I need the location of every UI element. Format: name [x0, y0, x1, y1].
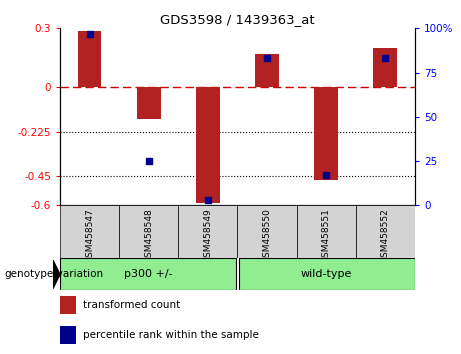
Text: wild-type: wild-type	[301, 269, 352, 279]
Text: genotype/variation: genotype/variation	[5, 269, 104, 279]
Bar	[237, 205, 296, 258]
Point	[204, 197, 212, 203]
Bar	[196, 87, 219, 203]
Bar	[60, 258, 236, 290]
Text: GSM458552: GSM458552	[381, 208, 390, 263]
Bar	[373, 48, 397, 87]
Text: percentile rank within the sample: percentile rank within the sample	[83, 330, 259, 341]
Point	[382, 56, 389, 61]
Text: GSM458548: GSM458548	[144, 208, 153, 263]
Bar	[119, 205, 178, 258]
Point	[322, 172, 330, 178]
Bar	[255, 54, 279, 87]
Bar	[296, 205, 356, 258]
Polygon shape	[53, 260, 60, 289]
Text: GSM458550: GSM458550	[262, 208, 272, 263]
Point	[263, 56, 271, 61]
Text: GSM458547: GSM458547	[85, 208, 94, 263]
Bar	[356, 205, 415, 258]
Text: GSM458549: GSM458549	[203, 208, 213, 263]
Text: p300 +/-: p300 +/-	[124, 269, 173, 279]
Bar	[239, 258, 415, 290]
Title: GDS3598 / 1439363_at: GDS3598 / 1439363_at	[160, 13, 315, 26]
Bar	[60, 296, 76, 314]
Bar	[314, 87, 338, 180]
Text: transformed count: transformed count	[83, 300, 180, 310]
Bar	[60, 205, 119, 258]
Bar	[60, 326, 76, 344]
Bar	[137, 87, 160, 119]
Bar	[178, 205, 237, 258]
Bar	[77, 31, 101, 87]
Point	[86, 31, 93, 36]
Point	[145, 158, 152, 164]
Text: GSM458551: GSM458551	[322, 208, 331, 263]
